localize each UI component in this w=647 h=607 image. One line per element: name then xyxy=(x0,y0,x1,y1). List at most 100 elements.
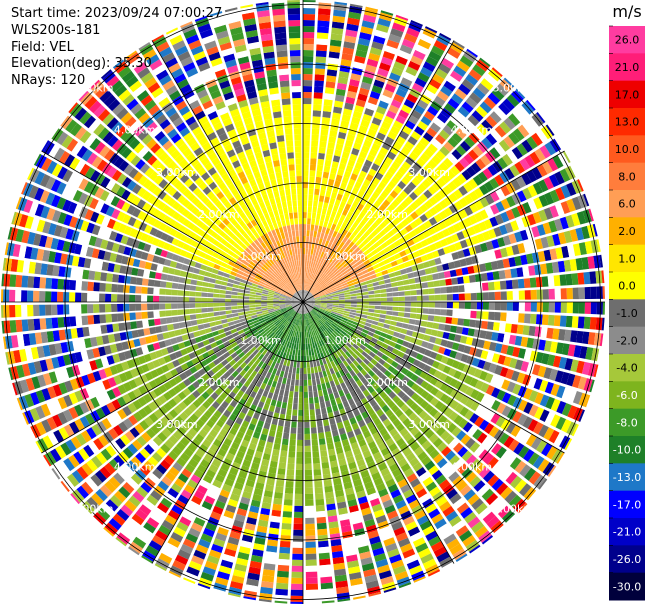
range-gate xyxy=(485,410,496,421)
range-gate xyxy=(319,219,324,227)
range-gate xyxy=(602,302,605,315)
range-gate xyxy=(551,261,560,274)
range-gate xyxy=(523,349,532,361)
range-gate xyxy=(362,302,369,305)
range-gate xyxy=(322,284,328,289)
range-gate xyxy=(417,183,427,193)
range-gate xyxy=(317,250,322,258)
range-gate xyxy=(392,418,402,428)
range-gate xyxy=(521,173,532,186)
range-gate xyxy=(368,52,381,62)
range-gate xyxy=(454,110,466,122)
range-gate xyxy=(392,265,400,272)
range-gate xyxy=(343,326,350,331)
range-gate xyxy=(359,344,367,351)
range-gate xyxy=(331,266,337,272)
range-gate xyxy=(303,254,306,261)
range-gate xyxy=(593,255,602,269)
range-gate xyxy=(318,195,325,203)
range-gate xyxy=(314,303,321,306)
range-gate xyxy=(316,285,322,291)
range-gate xyxy=(360,376,368,384)
range-gate xyxy=(195,303,202,308)
range-gate xyxy=(365,263,373,269)
range-gate xyxy=(353,266,360,272)
range-gate xyxy=(468,366,477,376)
range-gate xyxy=(334,281,341,286)
range-gate xyxy=(509,164,520,177)
range-gate xyxy=(303,110,312,117)
range-gate xyxy=(349,362,356,370)
range-gate xyxy=(585,347,594,361)
range-gate xyxy=(374,208,383,217)
range-gate xyxy=(286,408,292,416)
range-gate xyxy=(304,475,313,482)
range-gate xyxy=(484,194,495,205)
range-gate xyxy=(342,229,349,237)
range-gate xyxy=(334,253,341,260)
range-gate xyxy=(307,306,312,311)
range-gate xyxy=(493,226,503,237)
range-gate xyxy=(405,452,416,462)
range-gate xyxy=(342,360,349,367)
range-gate xyxy=(226,317,234,323)
range-gate xyxy=(3,289,10,302)
range-gate xyxy=(408,21,423,33)
range-gate xyxy=(319,264,324,271)
range-gate xyxy=(377,18,391,28)
range-gate xyxy=(436,264,444,272)
range-gate xyxy=(434,240,443,249)
range-gate xyxy=(329,130,338,138)
range-gate xyxy=(440,430,451,441)
range-gate xyxy=(319,292,326,296)
range-gate xyxy=(307,305,314,309)
range-gate xyxy=(392,331,401,338)
range-gate xyxy=(313,255,318,262)
range-gate xyxy=(522,120,535,134)
range-gate xyxy=(546,235,555,248)
range-gate xyxy=(465,256,473,266)
range-gate xyxy=(356,364,364,372)
range-gate xyxy=(525,434,537,447)
range-gate xyxy=(311,310,316,316)
range-gate xyxy=(160,273,168,281)
range-gate xyxy=(354,283,361,288)
range-gate xyxy=(341,270,348,276)
range-gate xyxy=(342,367,349,375)
range-gate xyxy=(105,304,112,313)
range-gate xyxy=(326,75,337,83)
range-gate xyxy=(336,193,343,201)
range-gate xyxy=(39,318,47,330)
range-gate xyxy=(452,177,462,188)
range-gate xyxy=(280,528,292,536)
range-gate xyxy=(504,323,512,333)
range-gate xyxy=(310,146,318,153)
range-gate xyxy=(333,100,344,108)
range-gate xyxy=(304,421,310,428)
range-gate xyxy=(219,289,226,294)
range-gate xyxy=(492,271,500,280)
range-gate xyxy=(312,317,317,323)
range-gate xyxy=(308,302,315,305)
range-gate xyxy=(573,345,582,358)
range-gate xyxy=(317,311,324,316)
range-gate xyxy=(434,257,442,265)
range-gate xyxy=(507,394,517,407)
range-gate xyxy=(505,246,514,257)
range-gate xyxy=(326,297,333,300)
range-gate xyxy=(372,374,380,382)
range-gate xyxy=(159,280,167,288)
range-gate xyxy=(279,370,285,378)
range-gate xyxy=(428,465,439,476)
range-gate xyxy=(464,375,473,385)
range-gate xyxy=(508,257,516,267)
range-gate xyxy=(387,221,396,230)
range-gate xyxy=(320,304,327,307)
range-gate xyxy=(596,302,603,315)
range-gate xyxy=(237,308,244,313)
range-gate xyxy=(453,458,465,470)
range-gate xyxy=(368,294,375,298)
range-gate xyxy=(440,309,447,316)
range-gate xyxy=(455,145,467,156)
range-gate xyxy=(361,20,375,29)
